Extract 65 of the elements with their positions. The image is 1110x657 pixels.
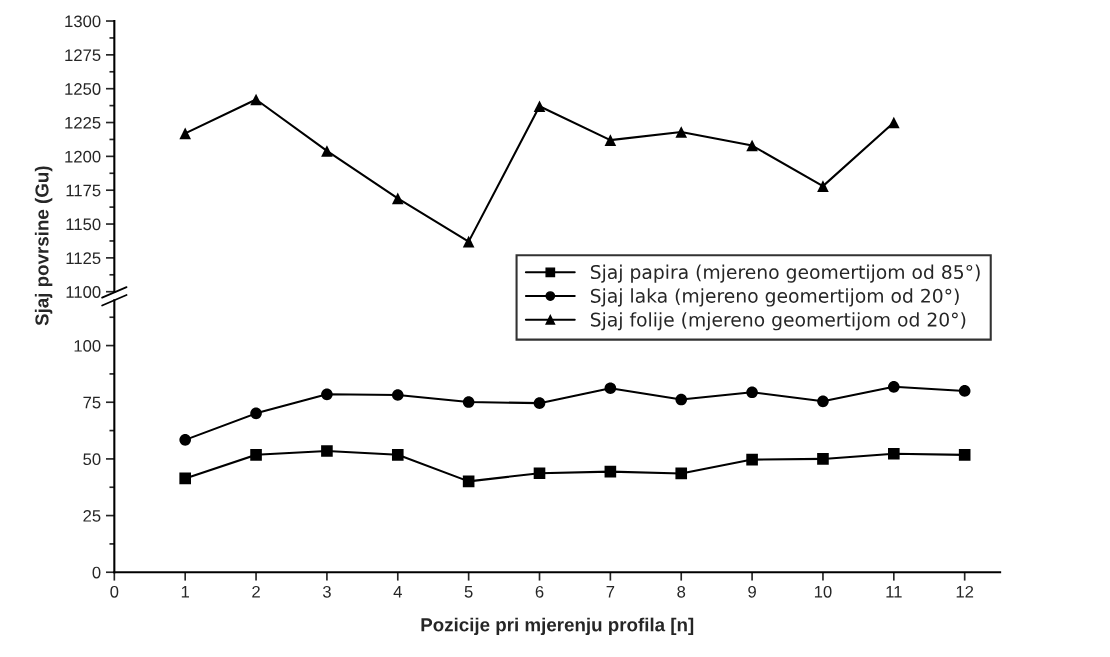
x-tick-label: 1 bbox=[181, 586, 190, 598]
y-tick-label: 1125 bbox=[66, 252, 101, 265]
point bbox=[179, 472, 191, 485]
y-tick-label: 25 bbox=[83, 509, 101, 522]
y-tick-label: 75 bbox=[83, 396, 101, 409]
point bbox=[462, 235, 475, 248]
legend-label: Sjaj laka (mjereno geomertijom od 20°) bbox=[590, 288, 959, 307]
y-tick-label: 1300 bbox=[65, 15, 101, 28]
x-tick-label: 4 bbox=[393, 586, 402, 598]
point bbox=[604, 134, 617, 146]
point bbox=[888, 381, 900, 393]
point bbox=[179, 434, 191, 446]
point bbox=[817, 180, 829, 192]
y-axis-title: Sjaj povrsine (Gu) bbox=[34, 166, 53, 326]
point bbox=[391, 449, 404, 461]
point bbox=[958, 385, 971, 397]
point bbox=[888, 447, 900, 460]
y-tick-label: 1225 bbox=[65, 116, 101, 129]
y-tick-label: 0 bbox=[92, 566, 101, 579]
point bbox=[462, 396, 475, 408]
x-tick-label: 5 bbox=[464, 586, 473, 598]
legend-label: Sjaj folije (mjereno geomertijom od 20°) bbox=[590, 312, 966, 331]
x-tick-label: 3 bbox=[322, 585, 331, 598]
legend-label: Sjaj papira (mjereno geomertijom od 85°) bbox=[590, 264, 980, 283]
y-tick-label: 100 bbox=[74, 339, 101, 352]
point bbox=[250, 449, 262, 461]
point bbox=[321, 445, 333, 457]
point bbox=[321, 145, 333, 157]
y-tick-label: 50 bbox=[83, 453, 101, 466]
point bbox=[746, 386, 758, 399]
point bbox=[817, 453, 829, 465]
x-axis-title: Pozicije pri mjerenju profila [n] bbox=[421, 617, 694, 636]
y-tick-label: 1200 bbox=[65, 150, 101, 163]
point bbox=[179, 127, 191, 140]
point bbox=[958, 449, 971, 461]
x-tick-label: 2 bbox=[252, 585, 260, 598]
point bbox=[888, 116, 900, 129]
x-tick-label: 0 bbox=[110, 585, 119, 598]
point bbox=[817, 395, 829, 408]
x-tick-label: 8 bbox=[677, 585, 686, 598]
point bbox=[675, 467, 688, 480]
y-tick-label: 1100 bbox=[66, 286, 101, 298]
point bbox=[250, 407, 262, 420]
x-tick-label: 6 bbox=[535, 585, 544, 598]
x-tick-label: 10 bbox=[814, 585, 832, 598]
point bbox=[391, 192, 404, 205]
x-tick-label: 9 bbox=[748, 585, 756, 598]
point bbox=[675, 393, 688, 406]
point bbox=[321, 388, 333, 401]
point bbox=[675, 126, 688, 138]
point bbox=[533, 467, 546, 479]
point bbox=[533, 100, 546, 113]
x-tick-label: 12 bbox=[956, 585, 974, 598]
y-tick-label: 1250 bbox=[65, 83, 101, 95]
point bbox=[533, 397, 546, 409]
x-tick-label: 11 bbox=[886, 586, 902, 598]
point bbox=[391, 389, 404, 401]
point bbox=[604, 465, 617, 478]
point bbox=[462, 475, 475, 488]
y-tick-label: 1275 bbox=[65, 49, 101, 62]
y-tick-label: 1150 bbox=[66, 218, 101, 231]
point bbox=[746, 453, 758, 466]
point bbox=[604, 382, 617, 394]
x-tick-label: 7 bbox=[606, 586, 615, 598]
y-tick-label: 1175 bbox=[66, 184, 101, 197]
